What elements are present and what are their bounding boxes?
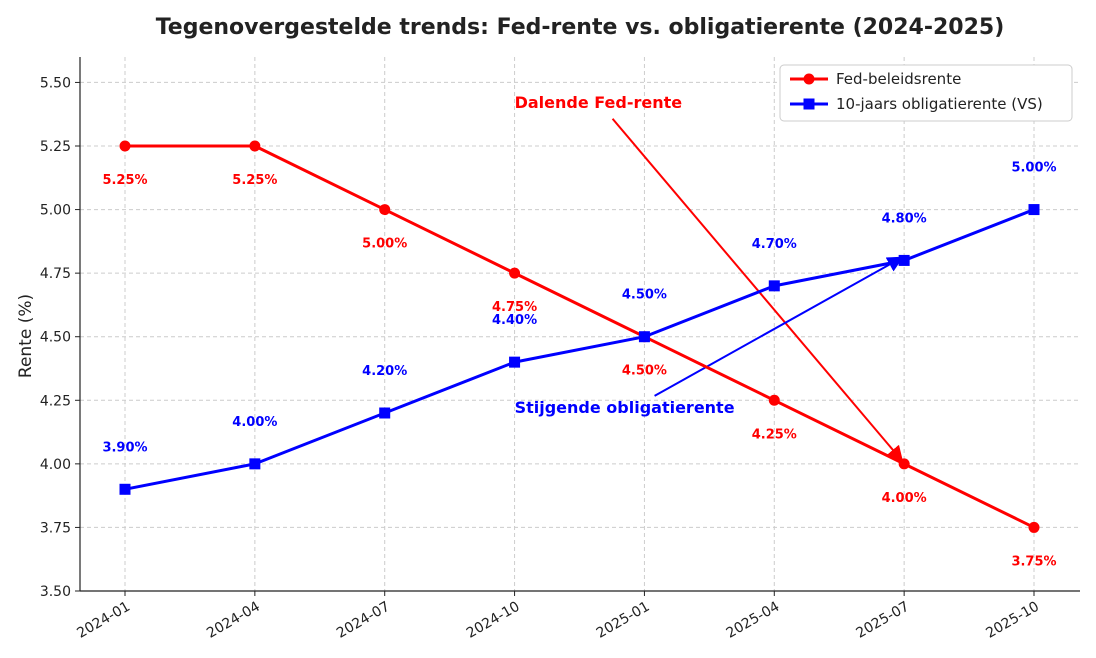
- data-label: 4.25%: [752, 427, 797, 442]
- legend-label-fed: Fed-beleidsrente: [836, 70, 961, 88]
- x-tick-label: 2024-01: [74, 599, 133, 642]
- y-tick-label: 4.00: [40, 457, 71, 473]
- annotation-text: Stijgende obligatierente: [515, 398, 735, 417]
- data-label: 5.25%: [102, 173, 147, 188]
- data-label: 4.00%: [882, 491, 927, 506]
- x-tick-label: 2024-10: [464, 599, 523, 642]
- data-point: [119, 483, 131, 495]
- annotation-arrow: [654, 256, 904, 397]
- chart-title: Tegenovergestelde trends: Fed-rente vs. …: [156, 15, 1005, 40]
- data-label: 3.90%: [102, 440, 147, 455]
- data-point: [1028, 521, 1040, 533]
- x-tick-label: 2024-04: [204, 599, 263, 642]
- x-tick-label: 2025-01: [594, 599, 653, 642]
- data-point: [509, 356, 521, 368]
- data-label: 4.80%: [882, 211, 927, 226]
- data-label: 4.40%: [492, 313, 537, 328]
- y-tick-label: 3.75: [40, 520, 71, 536]
- data-label: 3.75%: [1011, 554, 1056, 569]
- data-point: [898, 254, 910, 266]
- legend-label-bond: 10-jaars obligatierente (VS): [836, 95, 1043, 113]
- data-point: [768, 394, 780, 406]
- x-tick-label: 2024-07: [334, 599, 393, 642]
- data-point: [379, 204, 391, 216]
- data-label: 5.25%: [232, 173, 277, 188]
- data-point: [768, 280, 780, 292]
- data-label: 4.50%: [622, 364, 667, 379]
- legend-marker-bond: [803, 98, 815, 110]
- data-point: [249, 458, 261, 470]
- grid: [80, 57, 1080, 592]
- series-line-1: [124, 208, 1035, 491]
- x-tick-label: 2025-04: [724, 599, 783, 642]
- y-tick-label: 3.50: [40, 584, 71, 600]
- y-tick-label: 5.00: [40, 203, 71, 219]
- annotations: Dalende Fed-rente Stijgende obligatierent…: [515, 93, 904, 463]
- data-point: [379, 407, 391, 419]
- data-label: 4.75%: [492, 300, 537, 315]
- data-label: 4.50%: [622, 288, 667, 303]
- x-tick-label: 2025-07: [853, 599, 912, 642]
- y-tick-label: 5.25: [40, 139, 71, 155]
- y-axis-label: Rente (%): [16, 294, 36, 378]
- x-tick-label: 2025-10: [983, 599, 1042, 642]
- data-label: 5.00%: [1011, 161, 1056, 176]
- y-tick-label: 4.50: [40, 330, 71, 346]
- data-point: [119, 140, 131, 152]
- data-label: 4.20%: [362, 364, 407, 379]
- series: [119, 140, 1040, 533]
- annotation-arrow: [611, 118, 904, 463]
- y-tick-label: 4.25: [40, 393, 71, 409]
- data-point: [898, 458, 910, 470]
- legend: Fed-beleidsrente 10-jaars obligatierente…: [779, 64, 1073, 122]
- data-point: [509, 267, 521, 279]
- y-tick-label: 4.75: [40, 266, 71, 282]
- legend-marker-fed: [803, 73, 815, 85]
- data-point: [249, 140, 261, 152]
- data-label: 5.00%: [362, 237, 407, 252]
- y-tick-label: 5.50: [40, 75, 71, 91]
- data-point: [638, 331, 650, 343]
- legend-box: [779, 64, 1073, 122]
- series-line-0: [125, 144, 1035, 529]
- data-point: [1028, 204, 1040, 216]
- annotation-text: Dalende Fed-rente: [515, 93, 683, 112]
- data-label: 4.70%: [752, 237, 797, 252]
- data-label: 4.00%: [232, 415, 277, 430]
- data-labels: 5.25% 5.25% 5.00% 4.75% 4.50% 4.25% 4.00% 3.75%…: [102, 161, 1056, 570]
